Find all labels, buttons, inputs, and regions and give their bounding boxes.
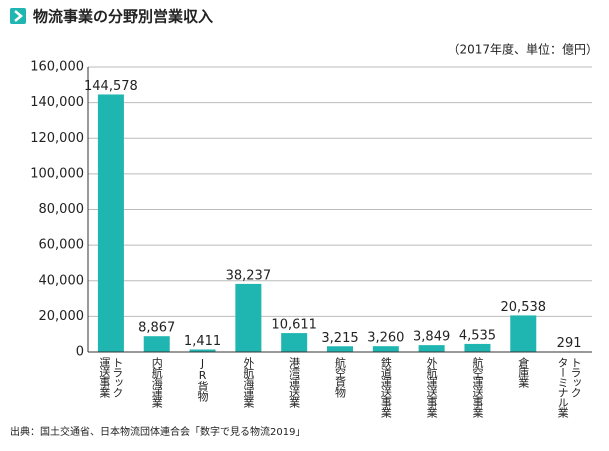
bar xyxy=(143,336,170,352)
value-label: 3,260 xyxy=(367,331,404,346)
bar xyxy=(418,345,445,352)
value-label: 3,215 xyxy=(321,331,358,346)
value-label: 8,867 xyxy=(138,321,175,336)
x-tick-label: 内航海運業 xyxy=(150,357,164,407)
y-tick-label: 60,000 xyxy=(39,238,85,253)
x-tick-label: 港湾運送業 xyxy=(287,357,301,407)
y-tick-label: 100,000 xyxy=(30,166,84,181)
bar xyxy=(327,346,353,352)
value-label: 1,411 xyxy=(184,334,221,349)
value-label: 291 xyxy=(557,336,582,351)
y-tick-label: 40,000 xyxy=(39,273,85,288)
chart-title: 物流事業の分野別営業収入 xyxy=(33,8,213,26)
y-tick-label: 20,000 xyxy=(39,309,85,324)
title-icon xyxy=(10,8,26,24)
value-label: 10,611 xyxy=(271,318,317,333)
bar xyxy=(464,343,491,352)
subtitle: （2017年度、単位：億円） xyxy=(447,42,598,57)
bar xyxy=(97,94,124,353)
x-tick-label: 航空運送事業 xyxy=(470,357,484,417)
bar xyxy=(235,283,262,352)
x-tick-label: JR貨物 xyxy=(196,357,210,401)
x-tick-label: 倉庫業 xyxy=(516,357,530,387)
value-label: 144,578 xyxy=(84,79,138,94)
y-tick-label: 160,000 xyxy=(30,60,84,75)
value-label: 20,538 xyxy=(501,300,547,315)
bar xyxy=(510,315,537,352)
x-tick-label: 外航海運業 xyxy=(241,357,255,407)
bar xyxy=(281,333,308,352)
x-tick-label: 外航運送事業 xyxy=(425,357,439,417)
value-label: 3,849 xyxy=(413,330,450,345)
title-icon-arrow xyxy=(14,10,23,22)
value-label: 4,535 xyxy=(459,328,496,343)
x-tick-label: 航空貨物 xyxy=(333,357,347,397)
bar xyxy=(189,349,216,352)
x-tick-label: 鉄道運送事業 xyxy=(379,357,393,417)
source: 出典：国土交通省、日本物流団体連合会「数字で見る物流2019」 xyxy=(10,425,305,438)
y-tick-label: 140,000 xyxy=(30,95,84,110)
y-tick-label: 120,000 xyxy=(30,131,84,146)
value-label: 38,237 xyxy=(226,268,272,283)
x-tick-label: トラック ターミナル業 xyxy=(556,357,583,417)
y-tick-label: 80,000 xyxy=(39,202,85,217)
y-tick-label: 0 xyxy=(76,345,84,360)
x-tick-label: トラック 運送事業 xyxy=(97,357,124,397)
bar xyxy=(372,346,399,352)
